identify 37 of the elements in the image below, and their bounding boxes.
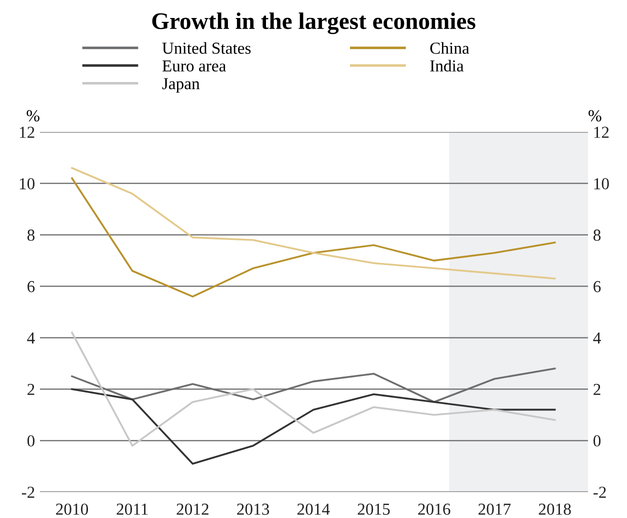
y2-axis-title: %: [588, 110, 602, 122]
legend-label: United States: [162, 42, 251, 54]
y-tick-label: 4: [27, 332, 35, 344]
line-series: [71, 332, 556, 447]
y2-tick-label: 4: [593, 332, 601, 344]
y-tick-label: 0: [27, 435, 35, 447]
line-series: [71, 388, 556, 465]
y2-tick-label: 2: [594, 384, 600, 395]
legend-label: Euro area: [162, 60, 226, 72]
y2-tick-label: 12: [594, 126, 609, 138]
y2-tick-label: -2: [593, 486, 606, 498]
y-tick-label: 6: [28, 281, 35, 292]
y2-tick-label: 6: [594, 281, 601, 292]
legend-label: China: [430, 42, 470, 54]
y-tick-label: 12: [20, 126, 34, 138]
line-series: [71, 177, 556, 298]
x-tick-label: 2012: [176, 504, 208, 515]
y-tick-label: 8: [27, 230, 35, 241]
chart-title: Growth in the largest economies: [152, 12, 476, 34]
y-tick-label: 2: [28, 384, 34, 395]
y-axis-title: %: [26, 110, 40, 122]
y2-tick-label: 8: [593, 230, 601, 241]
x-tick-label: 2015: [358, 504, 390, 515]
legend-label: Japan: [162, 78, 200, 93]
y-tick-label: -2: [22, 486, 34, 498]
x-tick-label: 2016: [418, 504, 450, 515]
y-tick-label: 10: [20, 178, 35, 190]
x-tick-label: 2013: [237, 504, 270, 515]
x-tick-label: 2018: [538, 504, 571, 515]
x-tick-label: 2017: [478, 504, 511, 515]
y2-tick-label: 0: [593, 435, 601, 447]
x-tick-label: 2014: [297, 504, 330, 515]
x-tick-label: 2011: [116, 504, 148, 515]
legend-label: India: [430, 60, 464, 72]
line-series: [71, 167, 556, 280]
x-tick-label: 2010: [56, 504, 88, 515]
y2-tick-label: 10: [594, 178, 609, 190]
